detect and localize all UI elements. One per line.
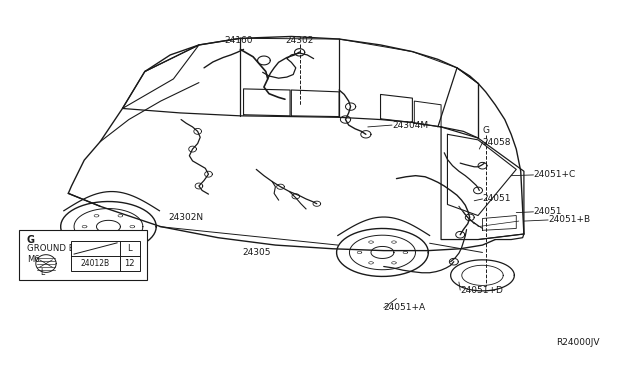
Text: GROUND BOLT: GROUND BOLT xyxy=(27,244,90,253)
Bar xyxy=(72,241,140,271)
Text: 24058: 24058 xyxy=(483,138,511,147)
Text: G: G xyxy=(27,235,35,246)
Text: L: L xyxy=(127,244,131,253)
Text: 12: 12 xyxy=(124,259,135,268)
Text: 24051: 24051 xyxy=(534,207,562,217)
Text: 24051+D: 24051+D xyxy=(460,286,503,295)
Text: M6: M6 xyxy=(27,256,40,264)
Text: 24012B: 24012B xyxy=(81,259,110,268)
Text: R24000JV: R24000JV xyxy=(556,339,599,347)
Bar xyxy=(19,230,147,280)
Text: 24302N: 24302N xyxy=(168,213,204,222)
Text: 24160: 24160 xyxy=(224,36,253,45)
Text: 24051: 24051 xyxy=(483,195,511,203)
Text: 24302: 24302 xyxy=(285,36,314,45)
Text: 24051+C: 24051+C xyxy=(534,170,576,179)
Text: 24051+B: 24051+B xyxy=(548,215,590,224)
Text: L: L xyxy=(41,268,45,277)
Text: 24305: 24305 xyxy=(243,248,271,257)
Text: 24051+A: 24051+A xyxy=(384,303,426,312)
Text: G: G xyxy=(483,126,490,135)
Text: 24304M: 24304M xyxy=(392,121,428,129)
